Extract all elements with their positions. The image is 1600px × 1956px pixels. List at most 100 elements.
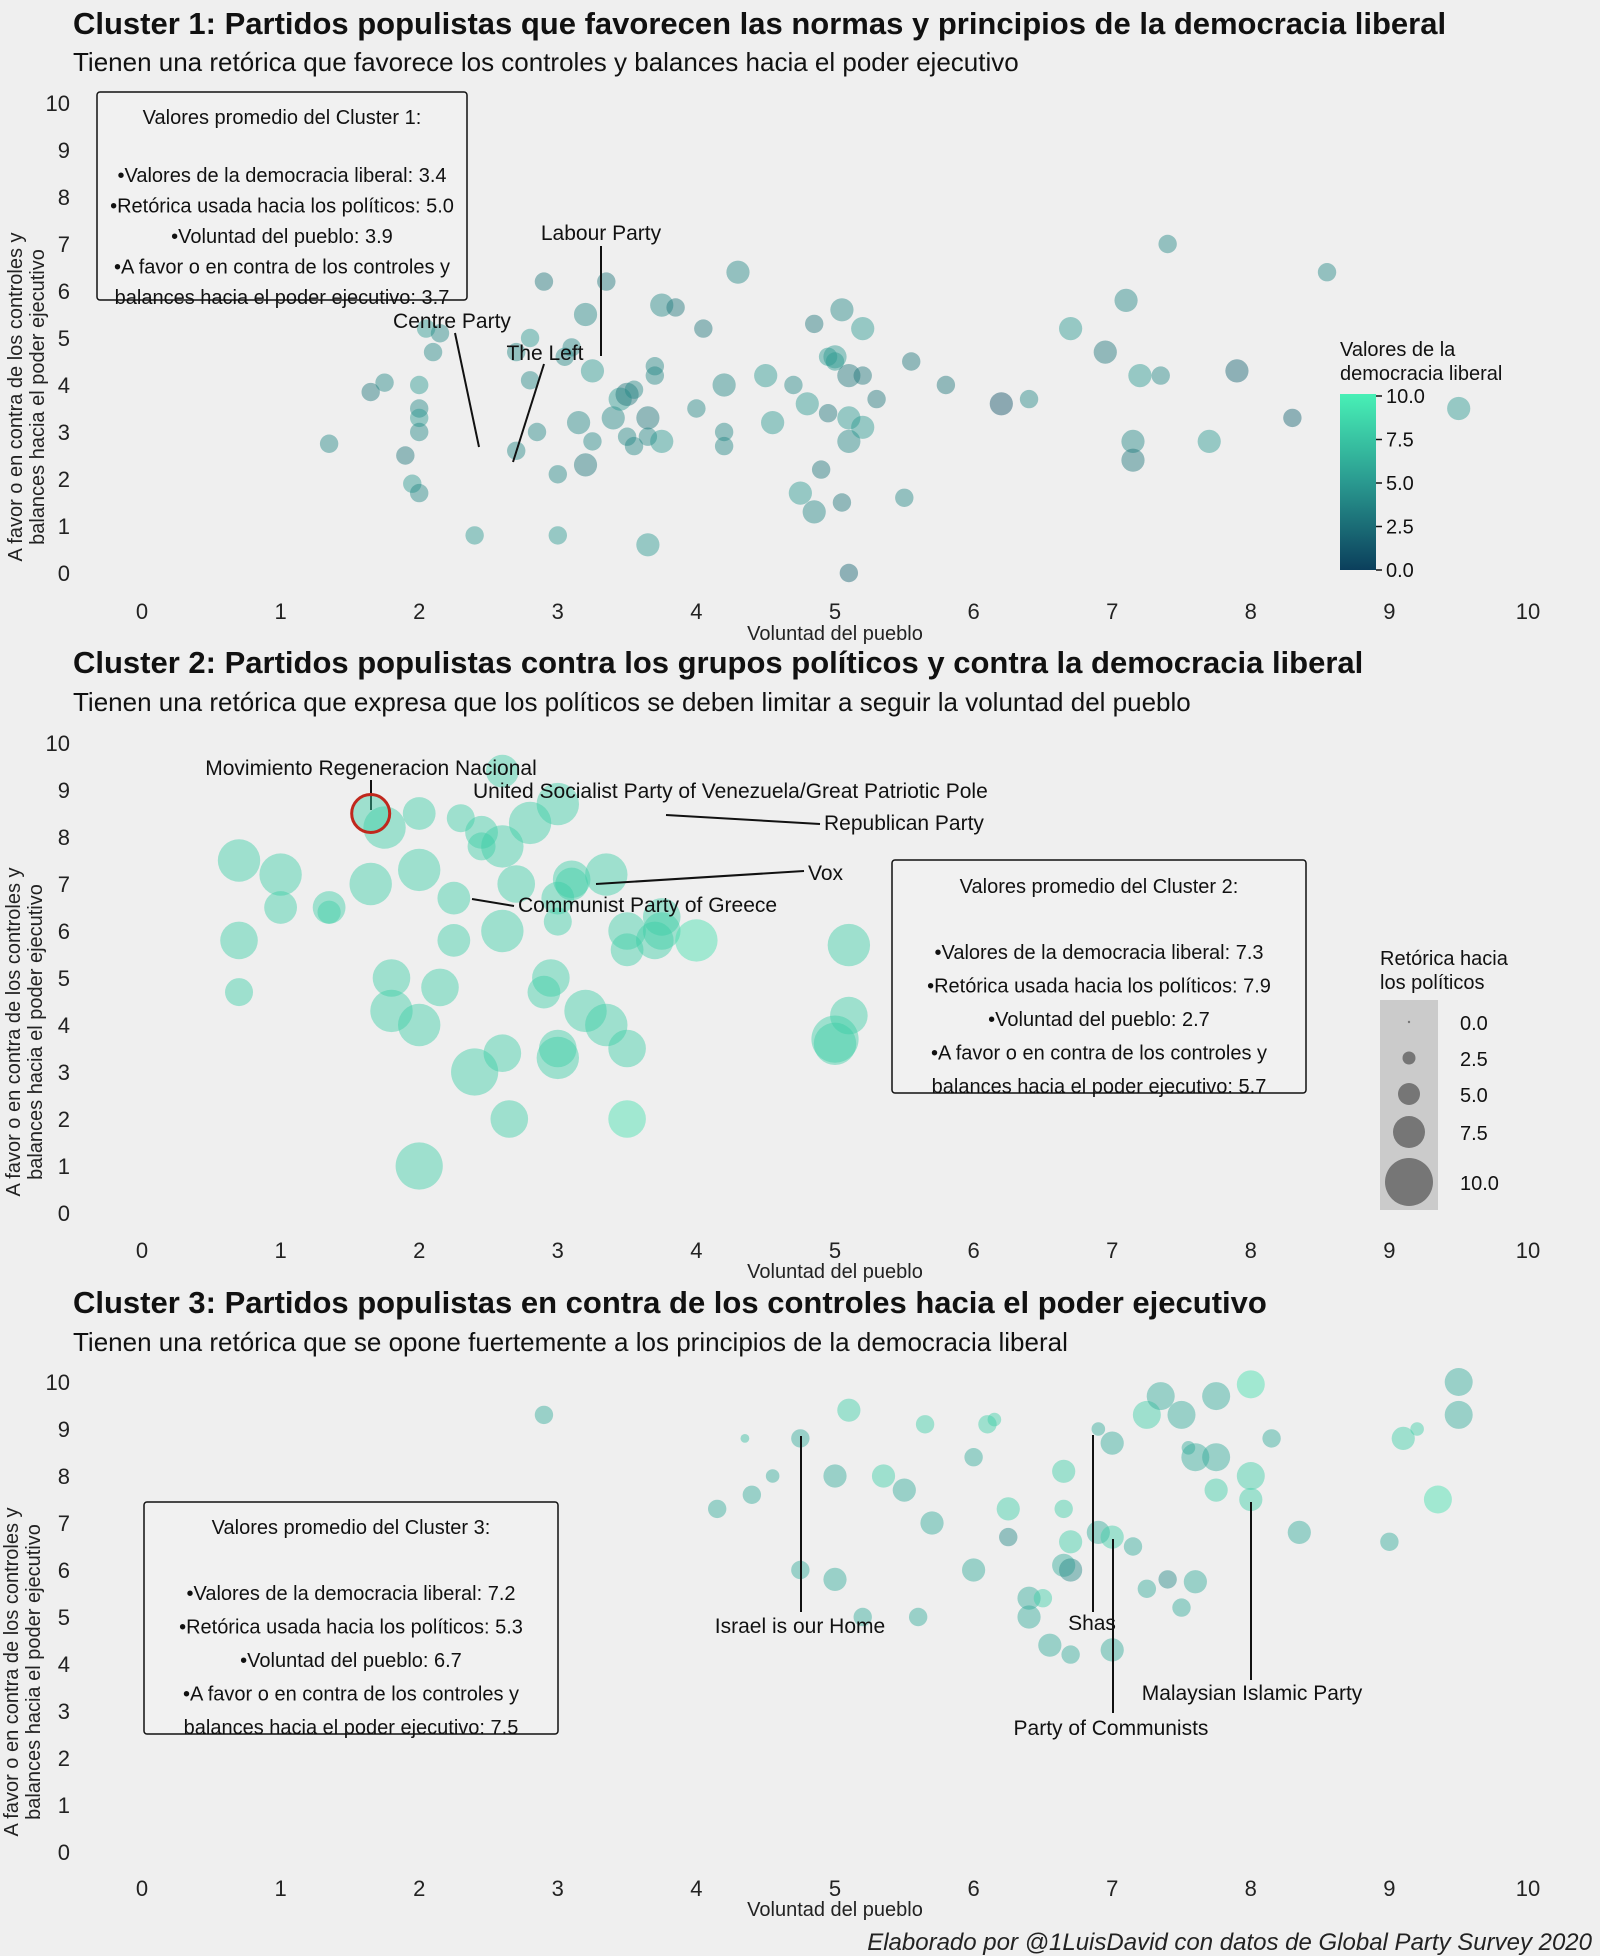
data-point: [490, 1100, 529, 1138]
y-tick-label: 10: [46, 731, 70, 756]
data-point: [370, 989, 413, 1033]
summary-box-line: •Voluntad del pueblo: 2.7: [988, 1009, 1210, 1031]
data-point: [830, 996, 868, 1035]
data-point: [818, 404, 838, 423]
data-point: [398, 848, 441, 892]
annotation-label: Centre Party: [393, 310, 511, 333]
data-point: [788, 481, 812, 505]
summary-box-line: •Valores de la democracia liberal: 7.2: [186, 1583, 515, 1605]
annotation-label: Communist Party of Greece: [518, 894, 777, 917]
data-point: [430, 324, 450, 343]
data-point: [978, 1415, 997, 1434]
data-point: [714, 422, 734, 442]
panel-2-title: Cluster 2: Partidos populistas contra lo…: [73, 645, 1363, 680]
data-point: [520, 371, 540, 390]
y-axis-label-line-2: balances hacia el poder ejecutivo: [27, 249, 49, 545]
data-point: [536, 782, 579, 826]
size-legend-circle: [1407, 1020, 1411, 1024]
data-point: [564, 989, 607, 1033]
data-point: [483, 1034, 522, 1072]
color-legend-title-line-1: Valores de la: [1340, 339, 1456, 361]
data-point: [636, 406, 660, 430]
data-point: [217, 839, 261, 882]
data-point: [1061, 1645, 1080, 1664]
x-tick-label: 10: [1516, 1876, 1540, 1901]
data-point: [714, 436, 734, 456]
data-point: [437, 924, 471, 957]
data-point: [784, 375, 803, 395]
data-point: [410, 408, 429, 428]
color-legend-title-line-2: democracia liberal: [1340, 363, 1502, 385]
data-point: [508, 801, 552, 845]
color-legend-label: 7.5: [1386, 430, 1414, 452]
annotation-leader-line: [512, 363, 545, 463]
credit-note: Elaborado por @1LuisDavid con datos de G…: [867, 1929, 1592, 1956]
x-tick-label: 2: [413, 1238, 425, 1263]
data-point: [608, 387, 632, 411]
y-tick-label: 6: [58, 1558, 70, 1583]
data-point: [555, 867, 589, 901]
x-tick-label: 4: [690, 1876, 702, 1901]
data-point: [1059, 317, 1083, 341]
data-point: [742, 1485, 762, 1505]
summary-box-line: balances hacia el poder ejecutivo: 7.5: [184, 1717, 519, 1739]
data-point: [608, 1029, 646, 1068]
size-legend-label: 7.5: [1460, 1123, 1488, 1145]
data-point: [375, 373, 394, 392]
annotation-label: Shas: [1068, 1612, 1116, 1635]
data-point: [1410, 1422, 1424, 1436]
summary-box-line: •Valores de la democracia liberal: 3.4: [117, 165, 446, 187]
data-point: [832, 493, 852, 512]
x-tick-label: 8: [1245, 1876, 1257, 1901]
data-point: [617, 427, 637, 446]
summary-box: [891, 859, 1307, 1094]
color-legend-ticks: 10.0 7.5 5.0 2.5 0.0: [1376, 386, 1425, 582]
data-point: [583, 432, 602, 451]
data-point: [1167, 1400, 1196, 1429]
data-point: [805, 314, 824, 334]
highlighted-point: [350, 793, 392, 834]
summary-box-line: •Retórica usada hacia los políticos: 7.9: [927, 976, 1271, 998]
size-legend-circle: [1393, 1116, 1425, 1148]
y-axis-label: A favor o en contra de los controles y ba…: [5, 232, 49, 561]
summary-box-line: •Valores de la democracia liberal: 7.3: [934, 942, 1263, 964]
x-tick-label: 1: [274, 1238, 286, 1263]
data-point: [361, 382, 380, 402]
annotation-label: Israel is our Home: [715, 1615, 885, 1638]
data-point: [823, 1567, 847, 1591]
y-tick-label: 5: [58, 326, 70, 351]
data-point: [795, 392, 819, 416]
data-point: [423, 342, 443, 362]
data-point: [902, 352, 921, 371]
annotation-label: Movimiento Regeneracion Nacional: [205, 757, 537, 780]
x-tick-label: 5: [829, 1238, 841, 1263]
data-point: [562, 338, 581, 357]
data-point: [396, 446, 415, 465]
x-tick-label: 7: [1106, 599, 1118, 624]
data-point: [851, 317, 875, 341]
data-point: [527, 975, 561, 1009]
data-point: [1132, 1400, 1161, 1429]
data-point: [573, 302, 598, 327]
size-legend-label: 10.0: [1460, 1173, 1499, 1195]
data-point: [837, 429, 861, 453]
y-tick-label: 2: [58, 1107, 70, 1132]
data-point: [1019, 389, 1039, 409]
data-point: [936, 375, 956, 395]
data-point: [830, 298, 854, 322]
data-point: [402, 797, 436, 830]
y-axis-label-line-1: A favor o en contra de los controles y: [3, 867, 25, 1196]
y-tick-label: 7: [58, 872, 70, 897]
y-tick-label: 5: [58, 1605, 70, 1630]
color-legend-bar: [1340, 394, 1376, 570]
panel-2-subtitle: Tienen una retórica que expresa que los …: [73, 687, 1191, 717]
data-point: [1283, 408, 1302, 428]
summary-box-line: balances hacia el poder ejecutivo: 3.7: [115, 287, 450, 309]
data-point: [624, 380, 644, 399]
data-point: [1100, 1431, 1124, 1455]
data-point: [481, 825, 524, 868]
data-point: [416, 319, 436, 338]
data-point: [823, 1464, 847, 1488]
x-axis-label: Voluntad del pueblo: [747, 1899, 923, 1921]
annotation-leader-line: [471, 898, 515, 907]
